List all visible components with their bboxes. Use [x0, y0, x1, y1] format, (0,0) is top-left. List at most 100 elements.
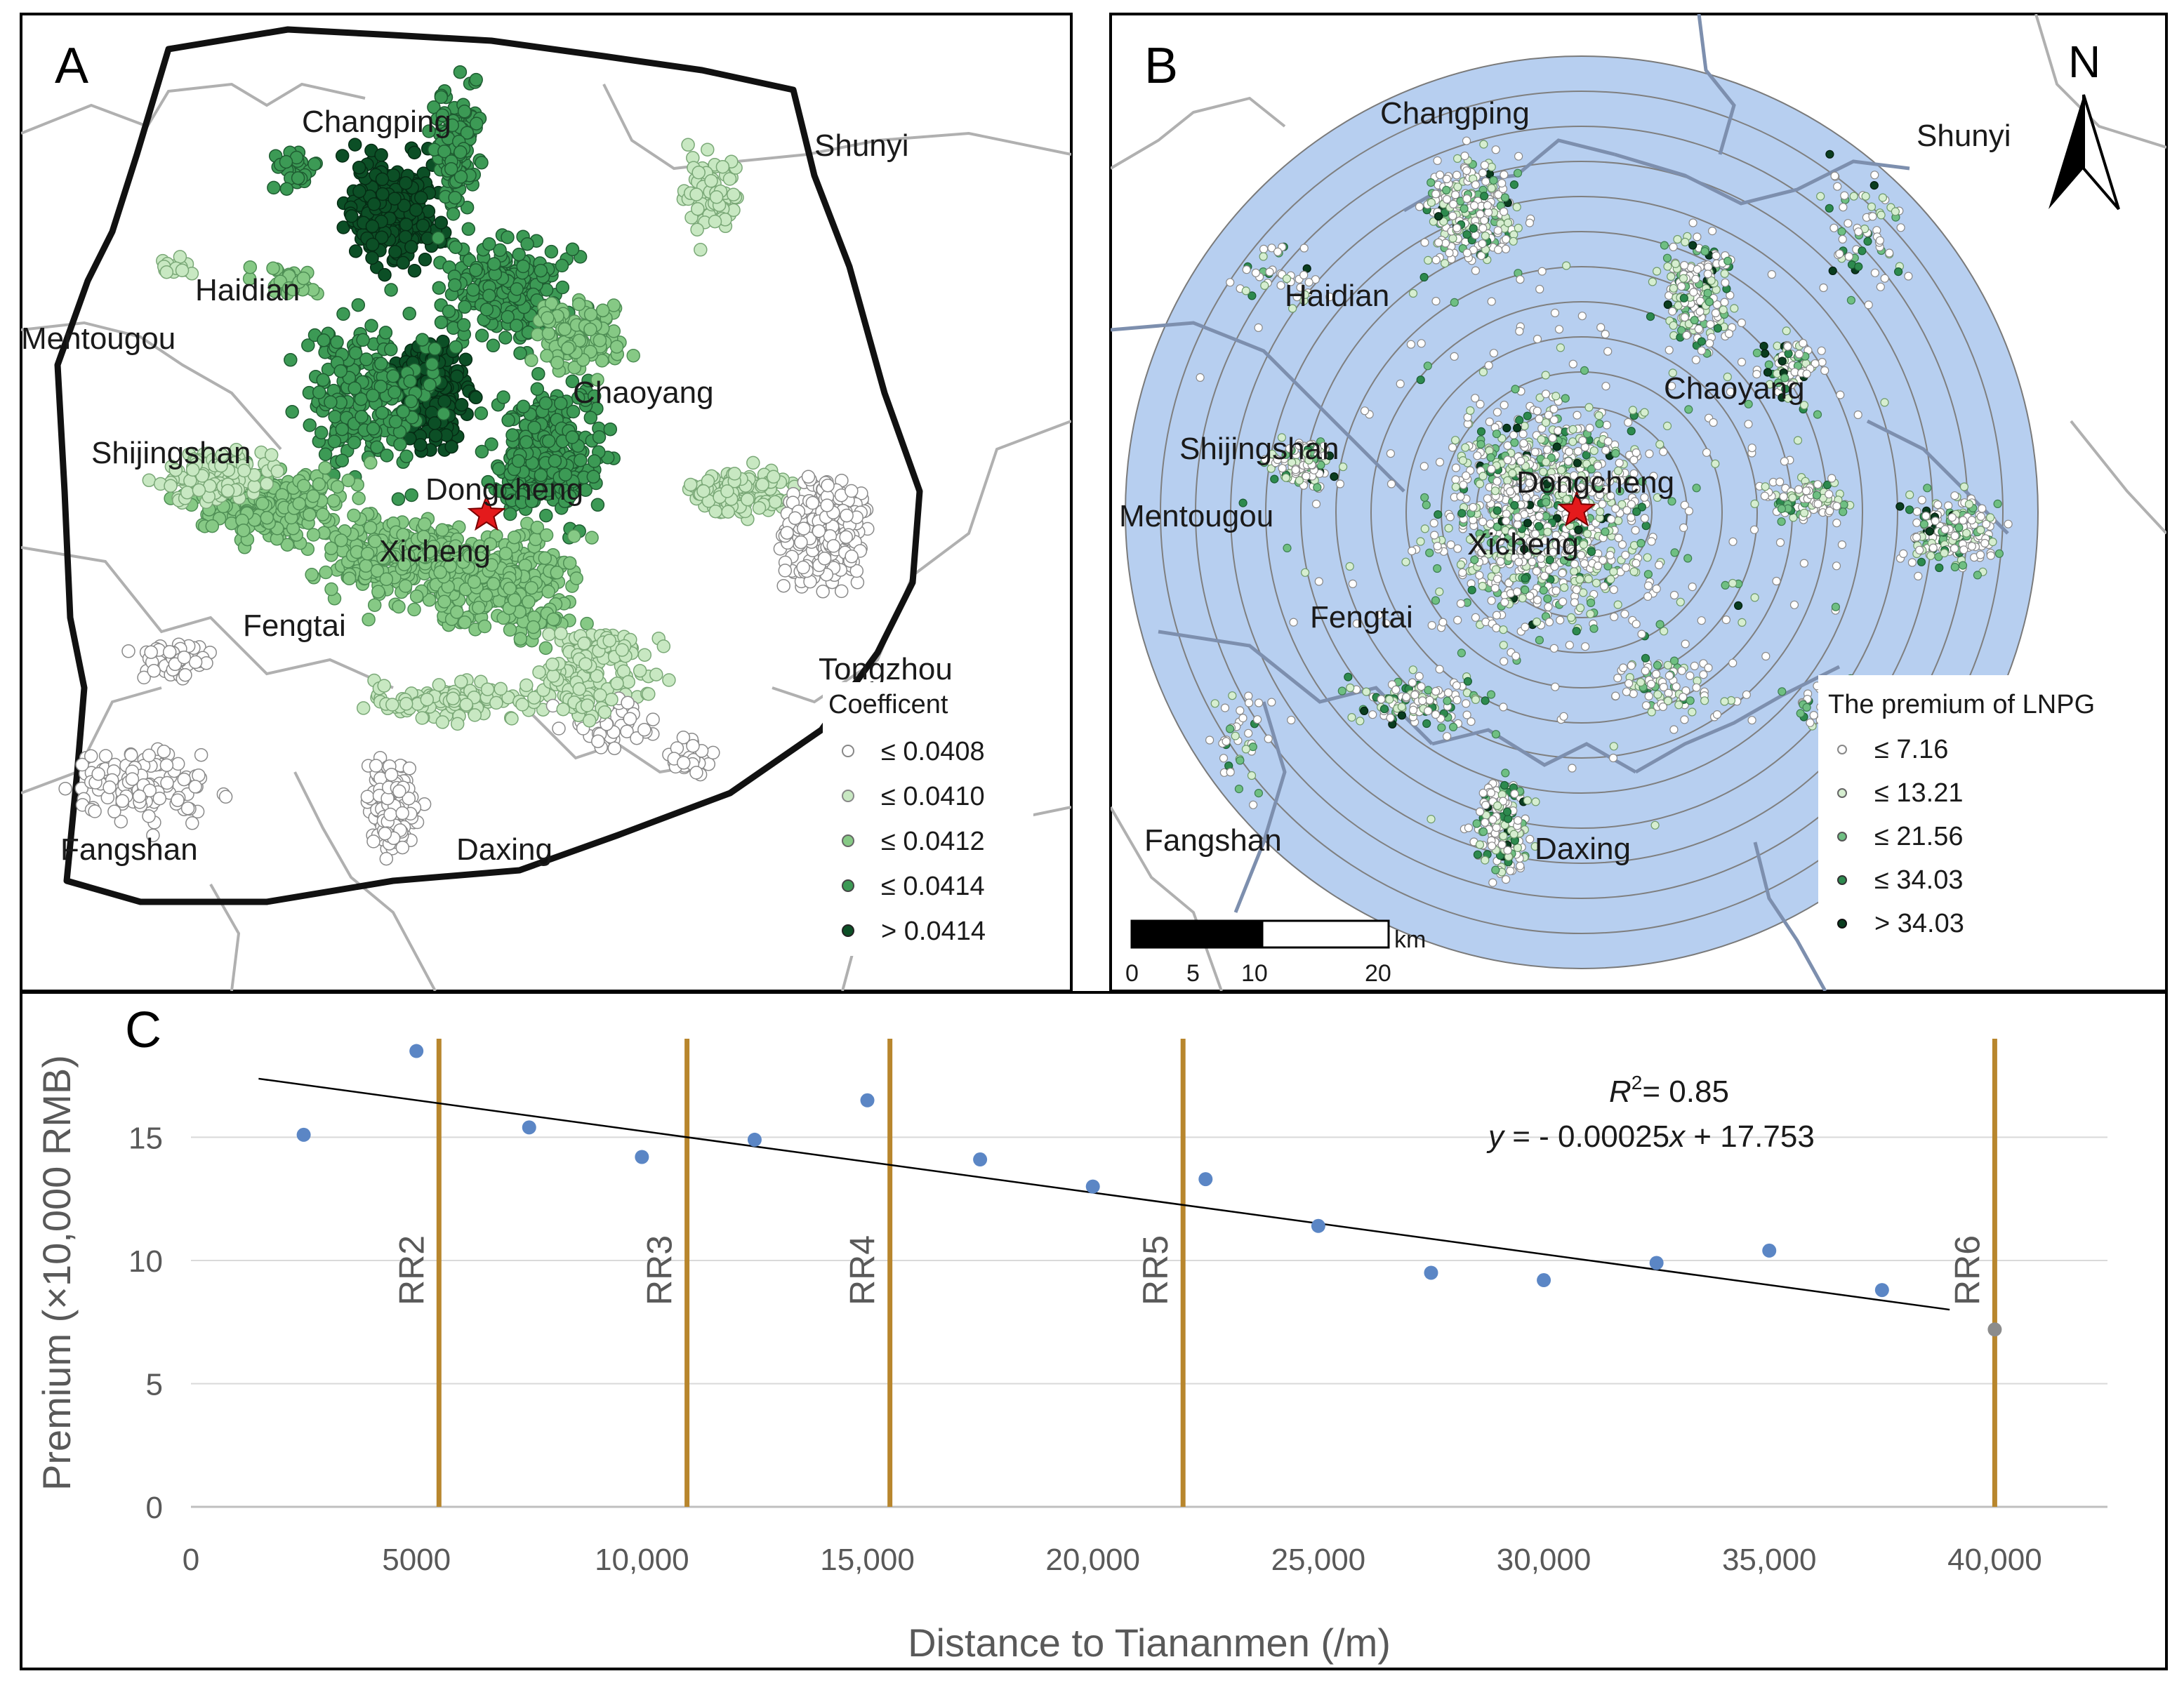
map-point: [162, 645, 177, 659]
map-point: [839, 530, 853, 544]
map-point: [314, 425, 329, 440]
map-point: [378, 826, 392, 841]
map-point: [1473, 451, 1482, 460]
map-point: [433, 565, 447, 580]
map-point: [315, 507, 330, 521]
map-point: [1596, 507, 1605, 517]
map-point: [402, 791, 416, 806]
map-point: [442, 304, 456, 319]
map-point: [369, 759, 383, 773]
map-point: [453, 65, 468, 79]
map-point: [260, 477, 274, 491]
map-point: [546, 612, 560, 627]
map-point: [691, 166, 706, 180]
map-point: [375, 230, 389, 244]
map-point: [585, 531, 599, 545]
map-point: [534, 468, 548, 482]
legend-a: Coefficent ≤ 0.0408 ≤ 0.0410 ≤ 0.0412 ≤ …: [823, 682, 1033, 956]
map-point: [370, 564, 385, 578]
map-point: [1500, 400, 1509, 410]
map-point: [609, 340, 624, 354]
map-point: [376, 551, 390, 565]
map-point: [306, 489, 320, 503]
map-point: [556, 702, 570, 717]
map-point: [328, 409, 342, 424]
map-point: [1560, 583, 1569, 592]
map-point: [185, 816, 199, 830]
map-point: [437, 406, 451, 421]
map-point: [396, 255, 410, 270]
map-point: [364, 319, 378, 333]
map-point: [1643, 570, 1653, 579]
map-point: [487, 576, 501, 591]
map-point: [335, 453, 350, 467]
map-point: [1500, 657, 1509, 666]
map-point: [607, 298, 621, 312]
map-point: [237, 463, 251, 478]
map-point: [715, 159, 730, 174]
map-point: [845, 484, 859, 498]
distance-ring: [1160, 91, 2004, 934]
map-point: [597, 705, 612, 719]
map-point: [510, 282, 524, 296]
map-point: [849, 564, 864, 578]
map-point: [1671, 259, 1680, 268]
map-point: [577, 637, 591, 651]
map-point: [554, 396, 568, 411]
map-point: [587, 454, 602, 468]
map-point: [463, 549, 477, 564]
map-point: [1632, 559, 1641, 568]
map-point: [571, 297, 586, 312]
map-point: [1456, 560, 1466, 569]
map-point: [324, 541, 338, 556]
map-point: [324, 395, 338, 409]
map-point: [501, 413, 515, 427]
map-point: [125, 772, 140, 786]
map-point: [1476, 439, 1485, 449]
map-point: [142, 473, 157, 488]
map-point: [1513, 587, 1522, 597]
map-point: [458, 300, 472, 314]
map-point: [84, 749, 98, 763]
map-point: [280, 538, 295, 552]
map-point: [58, 781, 72, 796]
map-point: [538, 396, 553, 411]
map-point: [1704, 262, 1713, 272]
map-point: [1541, 371, 1550, 380]
map-point: [91, 767, 105, 781]
map-point: [1535, 512, 1544, 521]
map-point: [768, 495, 783, 509]
map-point: [418, 253, 432, 267]
map-point: [1589, 446, 1599, 455]
map-point: [720, 484, 734, 498]
map-point: [1499, 641, 1508, 650]
map-point: [1601, 382, 1610, 391]
map-point: [1720, 298, 1729, 307]
map-point: [524, 580, 538, 595]
map-point: [1469, 503, 1478, 512]
map-point: [708, 504, 723, 519]
map-point: [512, 247, 526, 262]
map-point: [531, 366, 545, 381]
map-point: [550, 566, 564, 580]
map-point: [335, 149, 350, 163]
map-point: [1460, 152, 1469, 161]
map-point: [336, 307, 350, 321]
map-point: [397, 199, 411, 213]
map-point: [567, 360, 582, 375]
map-point: [1487, 184, 1496, 193]
map-point: [796, 560, 810, 575]
map-point: [1540, 571, 1549, 580]
map-point: [493, 243, 507, 258]
map-point: [1453, 182, 1462, 192]
map-point: [590, 373, 604, 387]
map-point: [484, 437, 498, 451]
map-point: [694, 243, 708, 257]
map-point: [603, 422, 618, 437]
map-point: [88, 804, 102, 818]
map-point: [469, 117, 484, 131]
map-point: [481, 474, 495, 489]
map-point: [229, 443, 244, 457]
map-point: [1591, 578, 1601, 587]
map-point: [467, 575, 482, 589]
